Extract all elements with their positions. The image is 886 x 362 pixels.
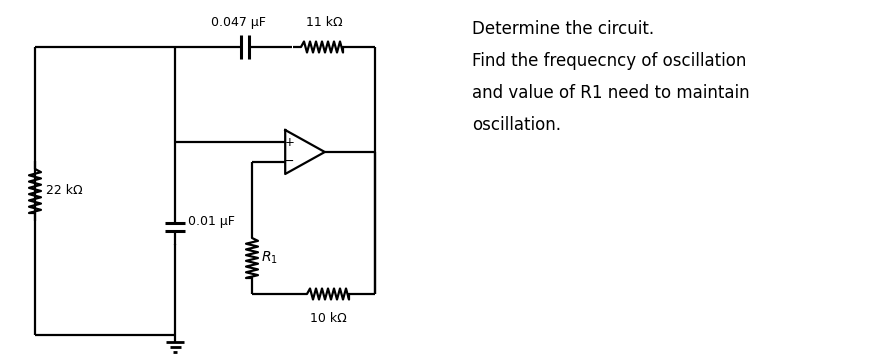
- Text: 11 kΩ: 11 kΩ: [306, 16, 342, 29]
- Text: and value of R1 need to maintain: and value of R1 need to maintain: [471, 84, 749, 102]
- Text: 0.047 μF: 0.047 μF: [210, 16, 265, 29]
- Text: −: −: [284, 155, 294, 168]
- Text: Find the frequecncy of oscillation: Find the frequecncy of oscillation: [471, 52, 745, 70]
- Text: 10 kΩ: 10 kΩ: [309, 312, 346, 325]
- Text: Determine the circuit.: Determine the circuit.: [471, 20, 653, 38]
- Text: 0.01 μF: 0.01 μF: [188, 215, 235, 228]
- Text: 22 kΩ: 22 kΩ: [46, 185, 82, 198]
- Text: +: +: [284, 136, 294, 149]
- Text: $R_1$: $R_1$: [260, 250, 277, 266]
- Text: oscillation.: oscillation.: [471, 116, 560, 134]
